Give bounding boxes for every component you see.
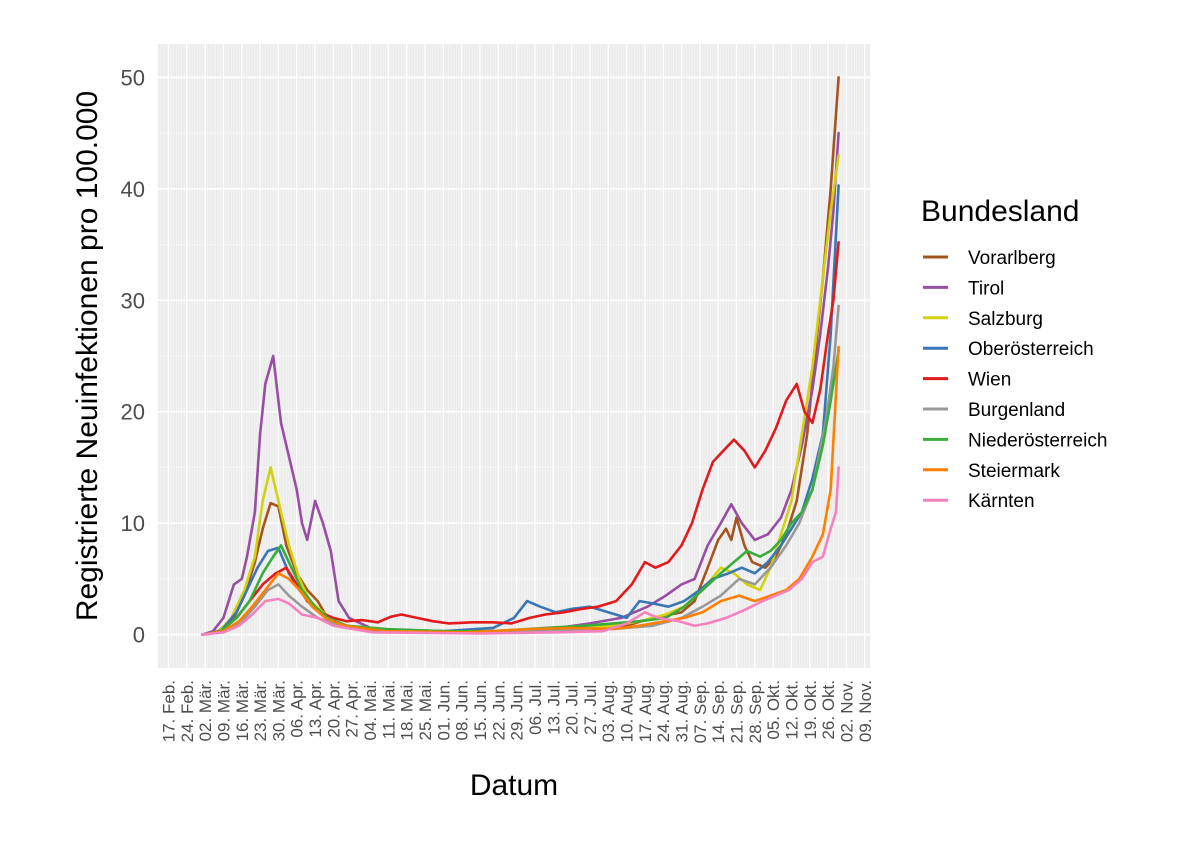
x-tick-label: 04. Mai.	[361, 680, 380, 740]
legend-label: Salzburg	[968, 309, 1043, 330]
x-tick-label: 03. Aug.	[599, 680, 618, 742]
legend-label: Kärnten	[968, 491, 1035, 512]
legend: Bundesland Vorarlberg Tirol Salzburg Oberös…	[921, 195, 1107, 512]
x-tick-label: 26. Okt.	[819, 680, 838, 740]
x-tick-label: 15. Jun.	[471, 680, 490, 741]
major-gridlines	[158, 44, 870, 668]
x-tick-label: 01. Jun.	[434, 680, 453, 741]
legend-label: Oberösterreich	[968, 339, 1094, 360]
x-tick-label: 24. Feb.	[178, 680, 197, 742]
x-axis-title: Datum	[470, 769, 558, 802]
x-tick-label: 21. Sep.	[728, 680, 747, 743]
x-tick-label: 02. Nov.	[837, 680, 856, 742]
x-tick-label: 20. Apr.	[324, 680, 343, 738]
legend-label: Tirol	[968, 278, 1004, 299]
x-tick-label: 13. Apr.	[306, 680, 325, 738]
x-tick-label: 12. Okt.	[782, 680, 801, 740]
x-tick-label: 20. Jul.	[563, 680, 582, 735]
x-tick-label: 10. Aug.	[618, 680, 637, 742]
series-line-niederösterreich	[201, 349, 840, 636]
legend-label: Wien	[968, 370, 1011, 391]
x-tick-label: 13. Jul.	[544, 680, 563, 735]
x-tick-label: 11. Mai.	[379, 680, 398, 739]
x-tick-label: 02. Mär.	[196, 680, 215, 741]
legend-label: Steiermark	[968, 461, 1060, 482]
x-tick-label: 22. Jun.	[489, 680, 508, 741]
x-tick-label: 06. Apr.	[288, 680, 307, 738]
x-tick-label: 17. Feb.	[159, 680, 178, 742]
legend-title: Bundesland	[921, 195, 1079, 228]
x-tick-label: 16. Mär.	[233, 680, 252, 741]
x-tick-label: 05. Okt.	[764, 680, 783, 740]
x-tick-label: 23. Mär.	[251, 680, 270, 741]
x-tick-label: 24. Aug.	[654, 680, 673, 742]
series-line-steiermark	[201, 345, 840, 636]
series-line-kärnten	[201, 466, 840, 636]
x-tick-label: 14. Sep.	[709, 680, 728, 743]
y-tick-label: 50	[121, 65, 145, 90]
x-tick-label: 18. Mai.	[398, 680, 417, 740]
series-lines	[201, 76, 840, 636]
legend-label: Vorarlberg	[968, 248, 1056, 269]
x-tick-label: 08. Jun.	[453, 680, 472, 741]
x-tick-label: 28. Sep.	[746, 680, 765, 743]
y-tick-label: 0	[133, 623, 145, 648]
x-tick-label: 25. Mai.	[416, 680, 435, 740]
y-tick-label: 20	[121, 400, 145, 425]
y-tick-label: 40	[121, 177, 145, 202]
x-tick-label: 27. Apr.	[343, 680, 362, 738]
x-axis-ticks: 17. Feb. 24. Feb. 02. Mär. 09. Mär. 16. Mär.…	[159, 680, 874, 743]
x-tick-label: 09. Nov.	[856, 680, 875, 742]
x-tick-label: 07. Sep.	[691, 680, 710, 743]
x-tick-label: 09. Mär.	[214, 680, 233, 741]
y-tick-label: 30	[121, 288, 145, 313]
x-tick-label: 31. Aug.	[673, 680, 692, 742]
y-axis-title: Registrierte Neuinfektionen pro 100.000	[71, 91, 104, 621]
x-tick-label: 17. Aug.	[636, 680, 655, 742]
series-line-oberösterreich	[201, 184, 840, 636]
y-tick-label: 10	[121, 511, 145, 536]
x-tick-label: 29. Jun.	[508, 680, 527, 741]
legend-label: Burgenland	[968, 400, 1065, 421]
x-tick-label: 30. Mär.	[269, 680, 288, 741]
x-tick-label: 19. Okt.	[801, 680, 820, 740]
x-tick-label: 06. Jul.	[526, 680, 545, 735]
y-axis-ticks: 0 10 20 30 40 50	[121, 65, 145, 647]
legend-label: Niederösterreich	[968, 430, 1107, 451]
x-tick-label: 27. Jul.	[581, 680, 600, 735]
